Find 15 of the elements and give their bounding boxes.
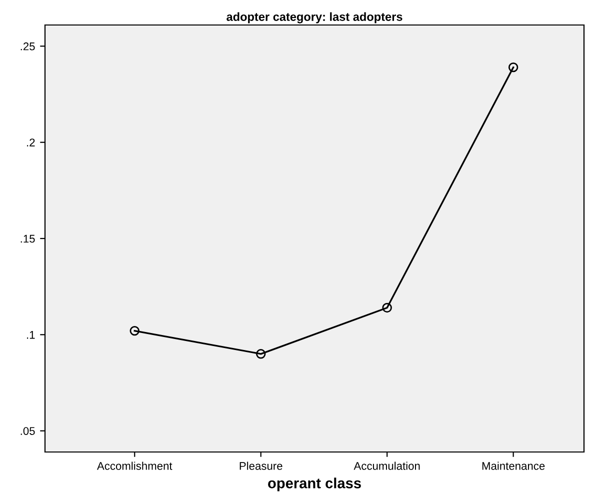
y-tick-label: .25	[20, 42, 35, 50]
point	[508, 62, 518, 72]
x-tick-label: Pleasure	[240, 462, 282, 470]
y-tick-label: .2	[27, 138, 35, 146]
chart-title: adopter category: last adopters	[226, 12, 402, 24]
point	[382, 302, 392, 313]
point	[130, 326, 140, 336]
x-tick-label: Accomlishment	[96, 462, 172, 470]
y-tick-label: .1	[27, 331, 35, 339]
x-tick-label: Accumulation	[354, 462, 420, 470]
x-tick-label: Maintenance	[482, 462, 545, 470]
y-tick-label: .05	[20, 427, 35, 435]
point	[256, 349, 266, 359]
y-tick-label: .15	[20, 234, 35, 243]
x-axis-title: operant class	[268, 478, 361, 492]
